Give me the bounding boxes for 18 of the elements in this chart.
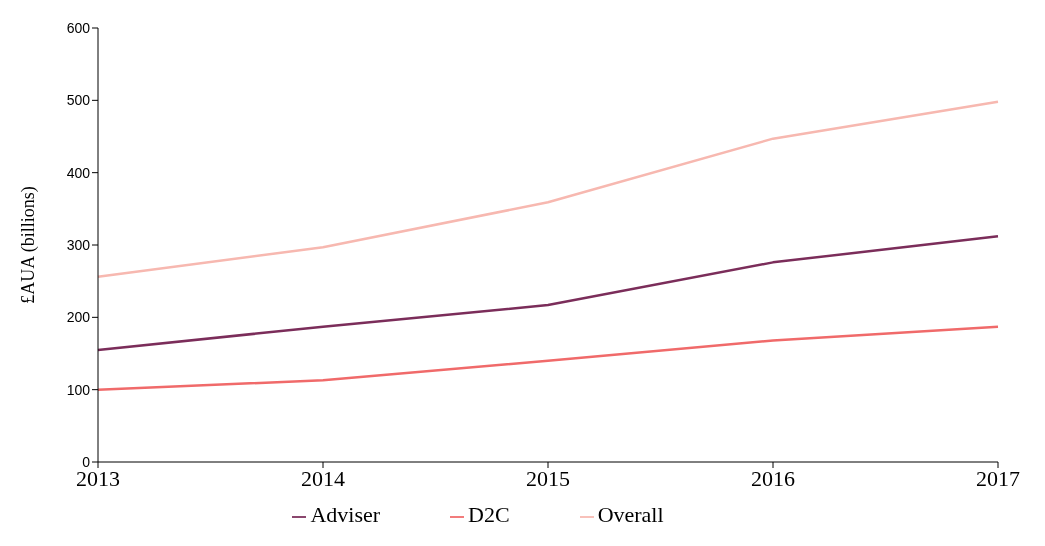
legend-label: Overall — [597, 502, 664, 527]
x-tick-label: 2015 — [526, 465, 570, 491]
y-tick-label: 400 — [66, 164, 91, 181]
line-series — [96, 235, 1000, 352]
y-tick-label: 600 — [66, 19, 91, 36]
line-series — [96, 325, 1000, 391]
line-series — [96, 100, 1000, 279]
legend-label: D2C — [468, 502, 510, 527]
x-tick-label: 2016 — [751, 465, 795, 491]
y-axis-title: £AUA (billions) — [18, 186, 40, 304]
y-tick-label: 200 — [66, 309, 91, 326]
y-tick-label: 500 — [66, 92, 91, 109]
legend-label: Adviser — [310, 502, 381, 527]
y-tick-label: 0 — [82, 453, 91, 470]
x-tick-label: 2017 — [976, 465, 1020, 491]
y-tick-label: 100 — [66, 381, 91, 398]
y-tick-label: 300 — [66, 236, 91, 253]
x-tick-label: 2014 — [301, 465, 345, 491]
